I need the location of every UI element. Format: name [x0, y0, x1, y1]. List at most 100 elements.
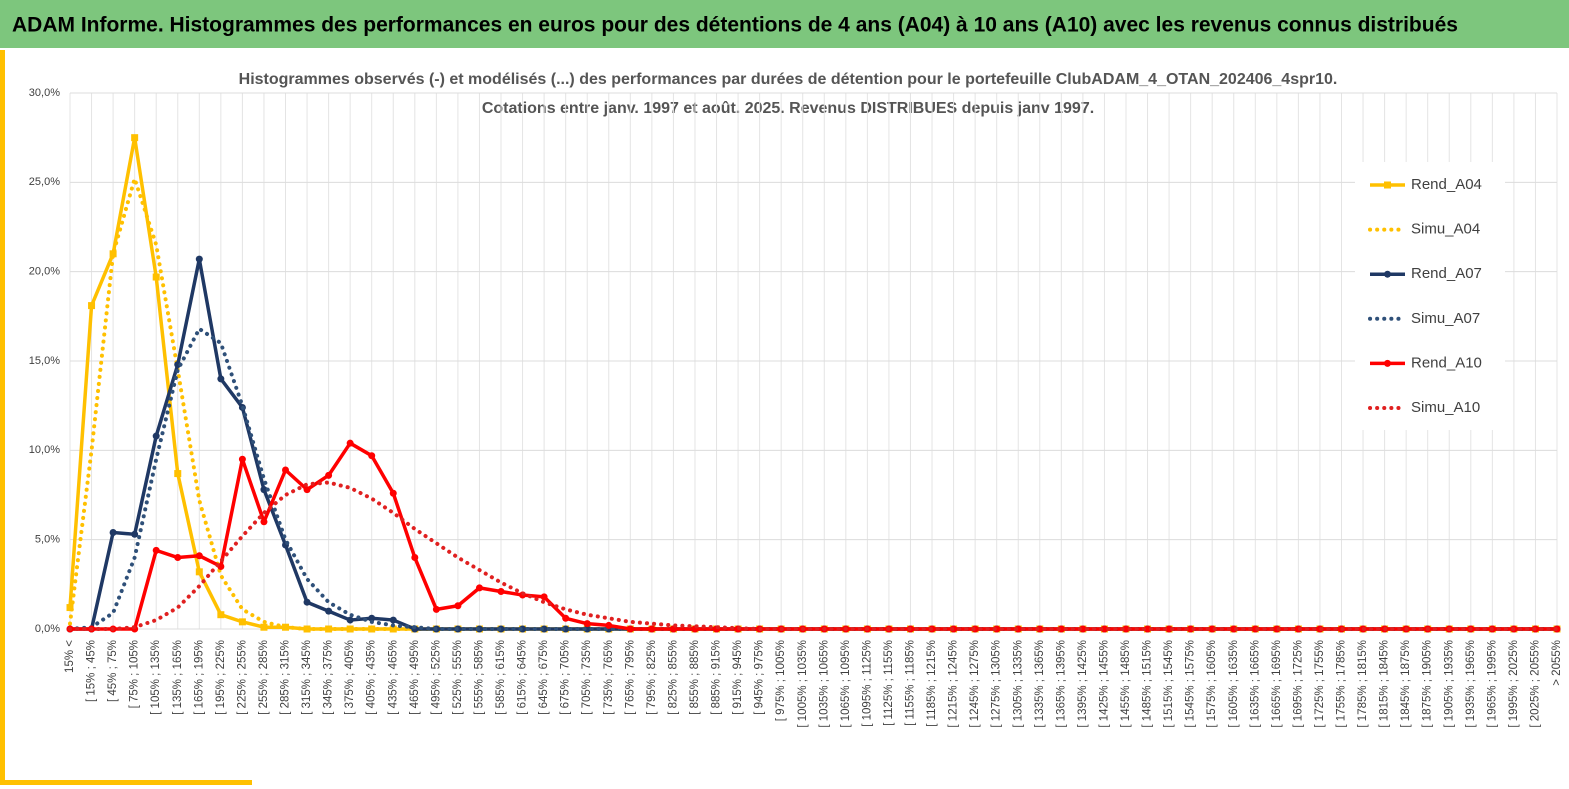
point [432, 605, 440, 613]
decor-bottom [0, 780, 252, 785]
x-tick-label: [ 1005% ; 1035% [797, 640, 809, 728]
point [583, 620, 591, 628]
point [346, 439, 354, 447]
series-line [70, 257, 1557, 631]
point [562, 614, 570, 622]
x-tick-label: [ 1035% ; 1065% [818, 640, 830, 728]
point [131, 134, 139, 142]
x-tick-label: [ 1275% ; 1305% [991, 640, 1003, 728]
x-tick-label: [ 75% ; 105% [129, 640, 141, 708]
x-tick-label: [ 375% ; 405% [344, 640, 356, 715]
chart-title: Histogrammes observés (-) et modélisés (… [239, 71, 1338, 88]
legend-marker [1384, 359, 1391, 367]
point [131, 530, 139, 538]
x-tick-label: [ 195% ; 225% [215, 640, 227, 715]
x-tick-label: [ 1215% ; 1245% [948, 640, 960, 728]
x-tick-label: 15% < [64, 640, 76, 673]
point [238, 455, 246, 463]
point [195, 552, 203, 560]
x-tick-label: [ 1485% ; 1515% [1142, 640, 1154, 728]
legend-label: Simu_A04 [1411, 221, 1480, 238]
y-tick-label: 30,0% [29, 87, 60, 99]
decor-left [0, 50, 5, 780]
x-tick-label: [ 435% ; 465% [387, 640, 399, 715]
point [88, 302, 96, 310]
x-tick-label: [ 945% ; 975% [754, 640, 766, 715]
x-tick-label: [ 1575% ; 1605% [1206, 640, 1218, 728]
point [217, 375, 225, 383]
point [368, 614, 376, 622]
series-line [70, 441, 1557, 631]
x-tick-label: [ 465% ; 495% [409, 640, 421, 715]
x-tick-label: [ 1545% ; 1575% [1185, 640, 1197, 728]
x-tick-label: [ 555% ; 585% [473, 640, 485, 715]
x-tick-label: [ 1065% ; 1095% [840, 640, 852, 728]
x-tick-label: [ 1635% ; 1665% [1249, 640, 1261, 728]
point [1144, 625, 1152, 633]
x-tick-label: [ 285% ; 315% [280, 640, 292, 715]
x-tick-label: [ 165% ; 195% [193, 640, 205, 715]
x-tick-label: [ 795% ; 825% [646, 640, 658, 715]
point [260, 623, 268, 631]
x-tick-label: [ 1305% ; 1335% [1012, 640, 1024, 728]
x-tick-label: [ 1695% ; 1725% [1292, 640, 1304, 728]
point [66, 604, 74, 612]
point [1165, 625, 1173, 633]
legend-label: Rend_A10 [1411, 354, 1482, 371]
x-tick-label: [ 405% ; 435% [366, 640, 378, 715]
point [648, 625, 656, 633]
point [217, 611, 225, 619]
point [152, 273, 160, 281]
point [152, 546, 160, 554]
point [497, 587, 505, 595]
point [1187, 625, 1195, 633]
point [325, 607, 333, 615]
point [238, 618, 246, 626]
x-tick-label: [ 1935% ; 1965% [1465, 640, 1477, 728]
point [152, 432, 160, 440]
x-tick-label: [ 765% ; 795% [624, 640, 636, 715]
legend-label: Rend_A07 [1411, 265, 1482, 282]
x-tick-label: [ 2025% ; 2055% [1529, 640, 1541, 728]
x-tick-label: [ 1155% ; 1185% [905, 640, 917, 726]
x-tick-label: [ 525% ; 555% [452, 640, 464, 715]
point [303, 486, 311, 494]
x-tick-label: [ 885% ; 915% [711, 640, 723, 715]
y-tick-label: 5,0% [35, 534, 60, 546]
point [174, 554, 182, 562]
x-tick-label: [ 225% ; 255% [236, 640, 248, 715]
x-tick-label: [ 705% ; 735% [581, 640, 593, 715]
point [540, 593, 548, 601]
x-tick-label: [ 135% ; 165% [172, 640, 184, 715]
point [454, 602, 462, 610]
point [303, 598, 311, 606]
x-tick-label: [ 675% ; 705% [560, 640, 572, 715]
point [260, 518, 268, 526]
x-tick-label: [ 1875% ; 1905% [1422, 640, 1434, 728]
x-tick-label: [ 315% ; 345% [301, 640, 313, 715]
x-tick-label: [ 975% ; 1005% [775, 640, 787, 721]
x-tick-label: [ 1755% ; 1785% [1336, 640, 1348, 728]
legend-label: Simu_A07 [1411, 310, 1480, 327]
chart-subtitle: Cotations entre janv. 1997 et août. 2025… [482, 100, 1094, 117]
x-tick-label: [ 1335% ; 1365% [1034, 640, 1046, 728]
legend-label: Rend_A04 [1411, 176, 1482, 193]
point [195, 568, 203, 576]
point [1100, 625, 1108, 633]
legend-label: Simu_A10 [1411, 399, 1480, 416]
x-tick-label: [ 1845% ; 1875% [1400, 640, 1412, 728]
y-tick-label: 25,0% [29, 176, 60, 188]
x-tick-label: [ 1095% ; 1125% [861, 640, 873, 727]
x-tick-label: [ 825% ; 855% [667, 640, 679, 715]
x-tick-label: [ 1725% ; 1755% [1314, 640, 1326, 728]
x-tick-label: [ 1425% ; 1455% [1098, 640, 1110, 728]
series-line [68, 480, 1559, 631]
x-tick-label: [ 1365% ; 1395% [1055, 640, 1067, 728]
point [1122, 625, 1130, 633]
point [346, 616, 354, 624]
point [325, 471, 333, 479]
x-tick-label: [ 15% ; 45% [86, 640, 98, 702]
x-tick-label: [ 585% ; 615% [495, 640, 507, 715]
point [605, 621, 613, 629]
point [389, 616, 397, 624]
